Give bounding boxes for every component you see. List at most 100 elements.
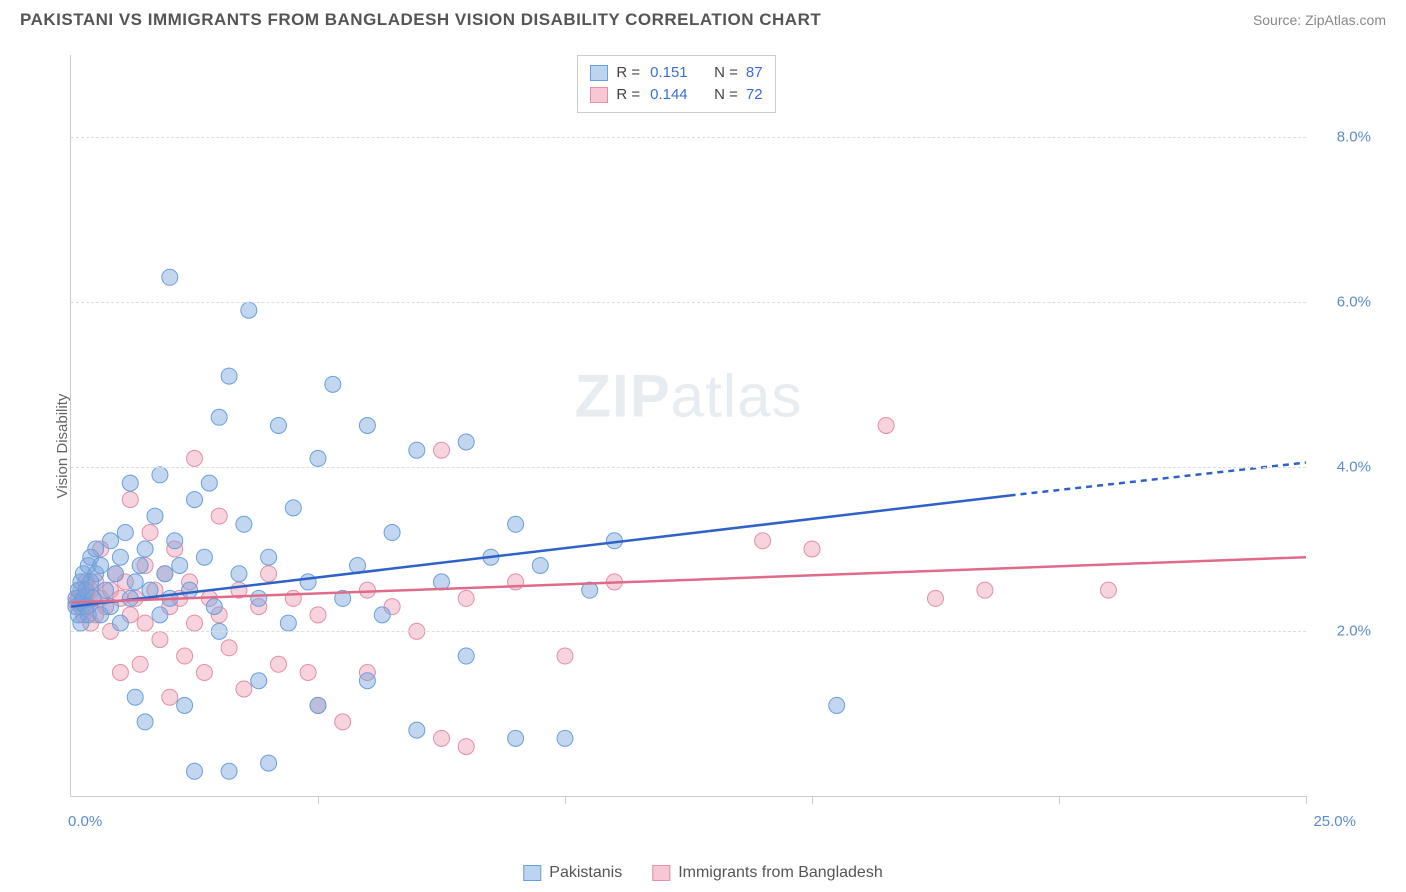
scatter-point	[98, 582, 114, 598]
scatter-point	[211, 409, 227, 425]
scatter-point	[557, 648, 573, 664]
x-max-label: 25.0%	[1313, 813, 1356, 830]
scatter-point	[137, 714, 153, 730]
scatter-point	[241, 302, 257, 318]
x-tick	[812, 796, 813, 804]
scatter-point	[409, 722, 425, 738]
scatter-point	[335, 714, 351, 730]
x-tick	[1306, 796, 1307, 804]
scatter-point	[755, 533, 771, 549]
scatter-point	[261, 566, 277, 582]
x-min-label: 0.0%	[68, 813, 102, 830]
scatter-point	[251, 673, 267, 689]
scatter-point	[112, 665, 128, 681]
scatter-point	[107, 566, 123, 582]
scatter-point	[147, 508, 163, 524]
bottom-legend: Pakistanis Immigrants from Bangladesh	[523, 864, 882, 882]
scatter-point	[187, 450, 203, 466]
scatter-point	[458, 590, 474, 606]
scatter-point	[928, 590, 944, 606]
scatter-point	[196, 665, 212, 681]
source-label: Source: ZipAtlas.com	[1253, 12, 1386, 28]
scatter-point	[300, 574, 316, 590]
scatter-point	[221, 763, 237, 779]
scatter-point	[409, 442, 425, 458]
scatter-point	[1100, 582, 1116, 598]
scatter-point	[211, 508, 227, 524]
x-tick	[1059, 796, 1060, 804]
scatter-point	[270, 418, 286, 434]
scatter-point	[122, 492, 138, 508]
scatter-point	[508, 730, 524, 746]
trend-line	[71, 557, 1306, 602]
scatter-point	[132, 557, 148, 573]
chart-title: PAKISTANI VS IMMIGRANTS FROM BANGLADESH …	[20, 10, 821, 30]
scatter-point	[152, 632, 168, 648]
scatter-point	[162, 269, 178, 285]
scatter-point	[458, 739, 474, 755]
scatter-point	[236, 681, 252, 697]
scatter-point	[508, 516, 524, 532]
scatter-point	[557, 730, 573, 746]
x-tick	[318, 796, 319, 804]
scatter-point	[122, 475, 138, 491]
legend-label: Immigrants from Bangladesh	[678, 864, 883, 882]
scatter-point	[112, 549, 128, 565]
scatter-point	[434, 730, 450, 746]
scatter-point	[251, 590, 267, 606]
scatter-point	[182, 582, 198, 598]
scatter-point	[187, 763, 203, 779]
plot-svg	[71, 55, 1306, 796]
legend-swatch	[523, 865, 541, 881]
n-label: N =	[714, 84, 738, 106]
scatter-point	[142, 525, 158, 541]
scatter-point	[310, 450, 326, 466]
scatter-point	[172, 557, 188, 573]
scatter-point	[878, 418, 894, 434]
scatter-point	[152, 467, 168, 483]
scatter-point	[458, 434, 474, 450]
legend-row: R = 0.144 N = 72	[590, 84, 762, 106]
scatter-point	[127, 689, 143, 705]
scatter-point	[384, 525, 400, 541]
scatter-point	[157, 566, 173, 582]
scatter-point	[458, 648, 474, 664]
scatter-point	[270, 656, 286, 672]
chart-header: PAKISTANI VS IMMIGRANTS FROM BANGLADESH …	[0, 0, 1406, 30]
scatter-point	[177, 697, 193, 713]
legend-row: R =0.151N =87	[590, 62, 762, 84]
r-value: 0.144	[650, 84, 700, 106]
scatter-point	[196, 549, 212, 565]
scatter-point	[187, 615, 203, 631]
grid-line	[71, 302, 1306, 303]
n-label: N =	[714, 62, 738, 84]
scatter-point	[221, 368, 237, 384]
chart-wrap: ZIPatlas R =0.151N =87R =0.144N =72 2.0%…	[50, 40, 1386, 842]
scatter-point	[117, 525, 133, 541]
legend-swatch	[590, 87, 608, 103]
legend-item: Immigrants from Bangladesh	[652, 864, 883, 882]
scatter-point	[804, 541, 820, 557]
scatter-point	[325, 376, 341, 392]
y-tick-label: 8.0%	[1337, 129, 1371, 146]
scatter-point	[261, 549, 277, 565]
y-tick-label: 4.0%	[1337, 458, 1371, 475]
scatter-point	[359, 418, 375, 434]
grid-line	[71, 467, 1306, 468]
scatter-point	[359, 673, 375, 689]
scatter-point	[977, 582, 993, 598]
grid-line	[71, 631, 1306, 632]
scatter-point	[88, 541, 104, 557]
legend-swatch	[652, 865, 670, 881]
r-label: R =	[616, 84, 640, 106]
legend-label: Pakistanis	[549, 864, 622, 882]
x-tick	[565, 796, 566, 804]
scatter-point	[300, 665, 316, 681]
scatter-point	[280, 615, 296, 631]
plot-area: ZIPatlas R =0.151N =87R =0.144N =72 2.0%…	[70, 55, 1306, 797]
y-tick-label: 6.0%	[1337, 294, 1371, 311]
grid-line	[71, 137, 1306, 138]
scatter-point	[231, 566, 247, 582]
scatter-point	[285, 500, 301, 516]
n-value: 72	[746, 84, 763, 106]
